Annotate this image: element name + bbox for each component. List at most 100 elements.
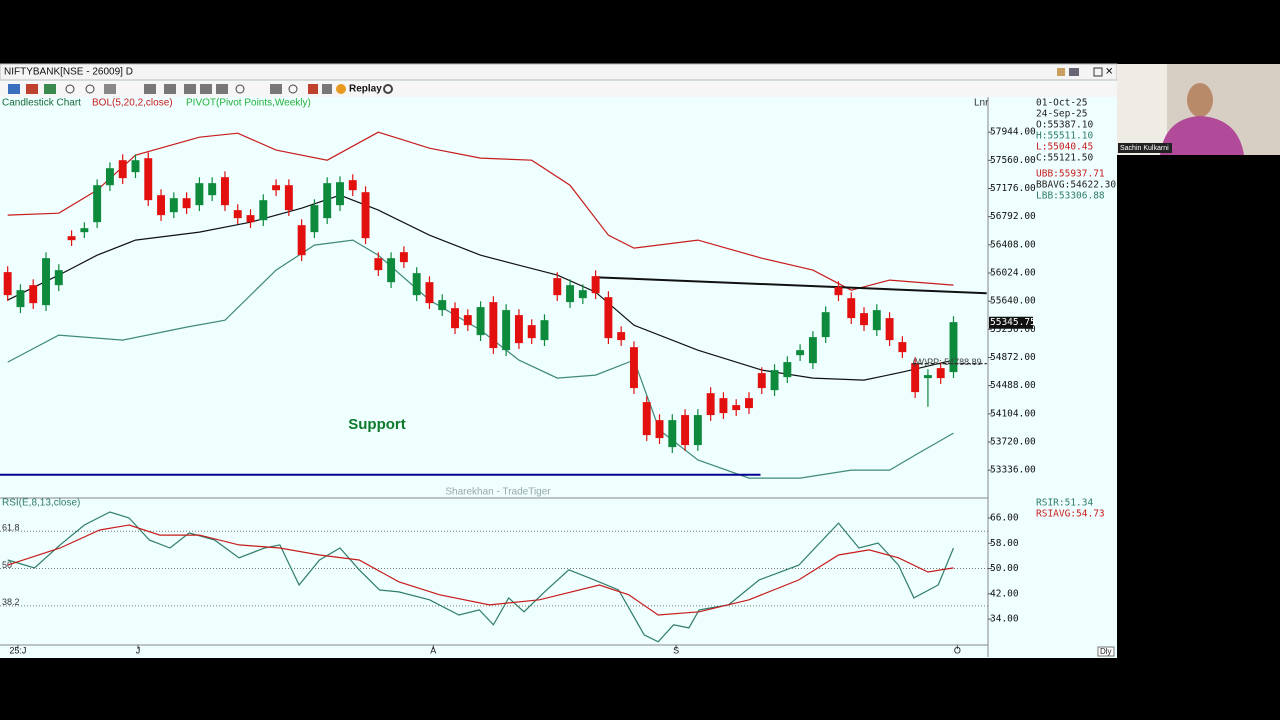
interval[interactable]: Dly — [1100, 647, 1112, 656]
y-tick-label: 55256.00 — [990, 324, 1036, 335]
y-tick-label: 34.00 — [990, 614, 1019, 625]
candle-body — [821, 312, 830, 338]
candle-body — [936, 368, 945, 379]
webcam-person — [1187, 83, 1213, 117]
bar-open: O:55387.10 — [1036, 120, 1093, 131]
interval-box[interactable] — [1097, 646, 1115, 657]
tool-icon[interactable] — [184, 84, 196, 94]
candle-body — [16, 290, 25, 308]
ubb: UBB:55937.71 — [1036, 169, 1105, 180]
candle-body — [233, 210, 242, 219]
settings-icon[interactable] — [383, 84, 393, 94]
legend-chart: Candlestick Chart — [2, 98, 81, 109]
tool-icon[interactable] — [308, 84, 318, 94]
last-price-box — [989, 316, 1033, 329]
bar-high: H:55511.10 — [1036, 131, 1093, 142]
window-button[interactable] — [1093, 67, 1103, 77]
level-label: 61.8 — [2, 523, 20, 533]
tool-icon[interactable] — [85, 84, 95, 94]
candle-body — [195, 183, 204, 206]
scale-mode[interactable]: Lnr — [974, 98, 989, 109]
tool-icon[interactable] — [216, 84, 228, 94]
candle-body — [463, 315, 472, 326]
y-tick-label: 54104.00 — [990, 408, 1036, 419]
candle-body — [514, 315, 523, 344]
y-tick-label: 53720.00 — [990, 436, 1036, 447]
candle-body — [169, 198, 178, 213]
trend-line — [594, 276, 987, 295]
tool-icon[interactable] — [288, 84, 298, 94]
y-tick-label: 58.00 — [990, 538, 1019, 549]
x-tick-label: A — [430, 645, 436, 655]
tool-icon[interactable] — [26, 84, 38, 94]
y-tick-label: 57560.00 — [990, 155, 1036, 166]
candle-body — [182, 198, 191, 209]
window-button[interactable] — [1057, 68, 1065, 76]
candle-body — [3, 272, 12, 296]
candle-body — [476, 307, 485, 336]
y-tick-label: 42.00 — [990, 588, 1019, 599]
candle-body — [911, 363, 920, 393]
window-buttons: ✕ — [1057, 67, 1113, 78]
last-price-label: 55345.75 — [990, 317, 1036, 328]
candle-body — [642, 402, 651, 436]
candle-body — [310, 205, 319, 233]
rsi-avg-value: RSIAVG:54.73 — [1036, 509, 1105, 520]
tool-icon[interactable] — [144, 84, 156, 94]
tool-icon[interactable] — [235, 84, 245, 94]
tool-icon[interactable] — [44, 84, 56, 94]
tool-icon[interactable] — [104, 84, 116, 94]
candle-body — [348, 180, 357, 191]
y-tick-label: 54872.00 — [990, 352, 1036, 363]
tool-icon[interactable] — [270, 84, 282, 94]
rsi-value: RSIR:51.34 — [1036, 498, 1093, 509]
rsi-line — [7, 511, 955, 643]
candle-body — [655, 420, 664, 439]
y-tick-label: 55640.00 — [990, 296, 1036, 307]
tool-icon[interactable] — [65, 84, 75, 94]
candle-body — [527, 325, 536, 339]
legend-pivot: PIVOT(Pivot Points,Weekly) — [186, 98, 311, 109]
lbb: LBB:53306.88 — [1036, 191, 1105, 202]
candle-body — [681, 415, 690, 446]
webcam-background — [1117, 64, 1167, 155]
candle-body — [617, 332, 626, 341]
candle-body — [834, 287, 843, 296]
tool-icon[interactable] — [200, 84, 212, 94]
x-tick-label: J — [136, 645, 141, 655]
window-button[interactable] — [1069, 68, 1079, 76]
candle-body — [719, 398, 728, 414]
candle-body — [297, 225, 306, 256]
tool-icon[interactable] — [164, 84, 176, 94]
replay-button[interactable]: Replay — [349, 84, 382, 95]
level-label: 38.2 — [2, 597, 20, 607]
y-tick-label: 50.00 — [990, 563, 1019, 574]
bollinger-line — [7, 239, 954, 479]
window — [0, 64, 1117, 658]
tool-icon[interactable] — [8, 84, 20, 94]
candle-body — [336, 182, 344, 206]
y-tick-label: 57176.00 — [990, 183, 1036, 194]
bar-low: L:55040.45 — [1036, 142, 1093, 153]
candle-body — [93, 185, 102, 223]
title-bar — [0, 63, 1118, 81]
candle-body — [540, 320, 549, 341]
candle-body — [374, 258, 383, 271]
replay-icon[interactable] — [336, 84, 346, 94]
candle-body — [578, 290, 587, 299]
bbavg: BBAVG:54622.30 — [1036, 180, 1116, 191]
y-tick-label: 56792.00 — [990, 211, 1036, 222]
tool-icon[interactable] — [322, 84, 332, 94]
candle-body — [783, 362, 792, 378]
candle-body — [770, 370, 779, 391]
candle-body — [706, 393, 715, 416]
candle-body — [361, 192, 370, 239]
close-button[interactable]: ✕ — [1105, 67, 1113, 78]
candle-body — [745, 398, 753, 409]
y-tick-label: 54488.00 — [990, 380, 1036, 391]
x-tick-label: O — [954, 645, 961, 655]
candle-body — [860, 313, 868, 326]
toolbar-icons — [8, 84, 393, 94]
candle-body — [732, 405, 741, 411]
